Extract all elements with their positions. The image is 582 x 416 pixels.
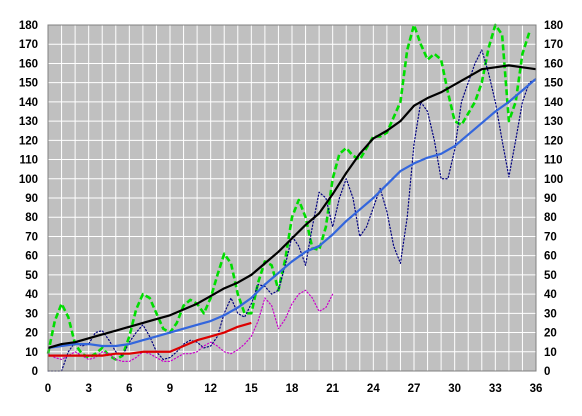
- y-tick-label-left: 50: [25, 270, 38, 282]
- y-tick-label-left: 70: [25, 231, 38, 243]
- y-tick-label-left: 30: [25, 308, 38, 320]
- x-tick-label: 27: [408, 383, 421, 395]
- x-tick-label: 36: [530, 383, 543, 395]
- y-tick-label-right: 170: [544, 39, 563, 51]
- series-line-3: [47, 289, 334, 362]
- series-lines: [46, 23, 537, 372]
- x-tick-label: 9: [167, 383, 173, 395]
- y-tick-label-right: 120: [544, 135, 563, 147]
- x-tick-label: 30: [448, 383, 461, 395]
- y-tick-label-left: 110: [19, 155, 38, 167]
- y-tick-label-right: 160: [544, 58, 563, 70]
- y-tick-label-left: 120: [19, 135, 38, 147]
- x-tick-label: 15: [245, 383, 258, 395]
- x-tick-label: 21: [326, 383, 339, 395]
- y-tick-label-left: 100: [19, 174, 38, 186]
- series-line-5: [47, 77, 537, 350]
- series-line-2: [47, 49, 537, 372]
- y-tick-label-right: 140: [544, 97, 563, 109]
- plot-border: [47, 24, 537, 372]
- x-tick-label: 12: [204, 383, 217, 395]
- y-tick-label-left: 20: [25, 328, 38, 340]
- y-tick-label-right: 180: [544, 20, 563, 32]
- y-tick-label-left: 90: [25, 193, 38, 205]
- y-tick-label-left: 10: [25, 347, 38, 359]
- y-tick-label-right: 150: [544, 78, 563, 90]
- x-tick-label: 6: [126, 383, 132, 395]
- y-tick-label-right: 110: [544, 155, 563, 167]
- x-tick-label: 0: [45, 383, 51, 395]
- y-tick-label-right: 0: [544, 366, 550, 378]
- series-line-6: [47, 64, 537, 349]
- y-tick-label-right: 30: [544, 308, 557, 320]
- y-tick-label-left: 60: [25, 251, 38, 263]
- y-tick-label-right: 130: [544, 116, 563, 128]
- y-tick-label-left: 80: [25, 212, 38, 224]
- y-tick-label-left: 150: [19, 78, 38, 90]
- x-tick-label: 33: [489, 383, 502, 395]
- y-tick-label-right: 20: [544, 328, 557, 340]
- y-tick-label-left: 170: [19, 39, 38, 51]
- y-tick-label-right: 70: [544, 231, 557, 243]
- y-tick-label-left: 180: [19, 20, 38, 32]
- y-tick-label-right: 60: [544, 251, 557, 263]
- y-tick-label-left: 140: [19, 97, 38, 109]
- x-tick-label: 18: [286, 383, 299, 395]
- series-line-4: [48, 321, 252, 357]
- y-tick-label-left: 0: [32, 366, 38, 378]
- y-tick-label-left: 160: [19, 58, 38, 70]
- y-tick-label-right: 50: [544, 270, 557, 282]
- y-tick-label-right: 80: [544, 212, 557, 224]
- series-line-1: [46, 23, 531, 361]
- y-tick-label-right: 90: [544, 193, 557, 205]
- y-tick-label-right: 100: [544, 174, 563, 186]
- y-tick-label-right: 40: [544, 289, 557, 301]
- y-tick-label-left: 130: [19, 116, 38, 128]
- x-tick-label: 3: [85, 383, 91, 395]
- x-tick-label: 24: [367, 383, 380, 395]
- y-tick-label-right: 10: [544, 347, 557, 359]
- y-tick-label-left: 40: [25, 289, 38, 301]
